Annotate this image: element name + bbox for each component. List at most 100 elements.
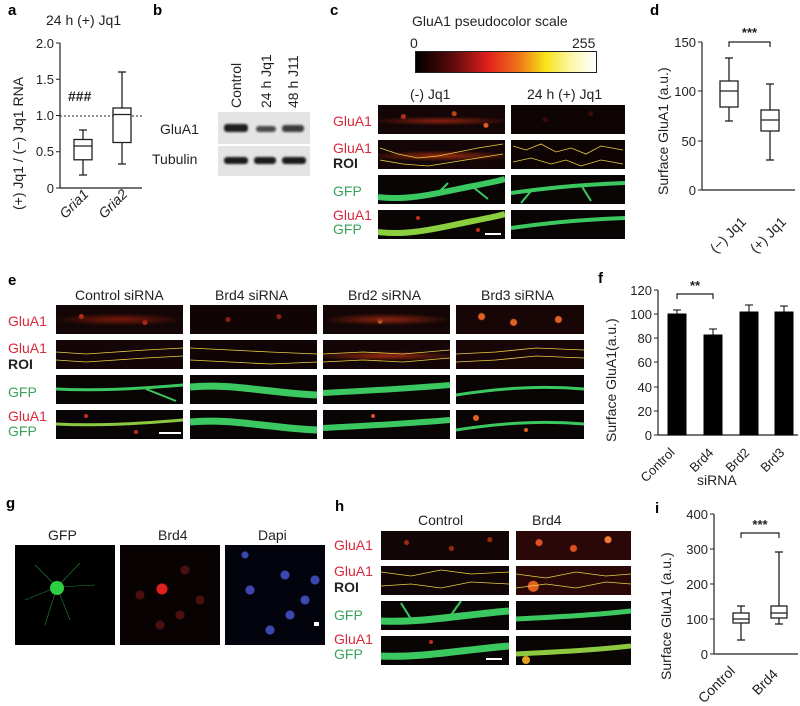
micrograph-c-gfp-minus xyxy=(378,175,505,204)
col-brd4: Brd4 xyxy=(532,512,562,528)
micrograph-e-brd4-merge xyxy=(190,410,317,439)
panel-d-ylabel: Surface GluA1 (a.u.) xyxy=(655,67,671,195)
row-label-gfp: GFP xyxy=(333,183,362,199)
micrograph-e-control-merge xyxy=(56,410,183,439)
col-gfp: GFP xyxy=(48,527,77,543)
row-label-glua1: GluA1 xyxy=(333,113,372,129)
scale-bar xyxy=(486,658,502,660)
svg-text:60: 60 xyxy=(638,355,652,370)
blot-row-tubulin: Tubulin xyxy=(152,151,198,167)
row-label-glua1: GluA1 xyxy=(333,207,372,223)
scale-max: 255 xyxy=(572,35,596,51)
micrograph-g-brd4 xyxy=(120,545,220,645)
svg-text:150: 150 xyxy=(674,35,696,50)
svg-text:0: 0 xyxy=(689,183,696,198)
significance-stars: *** xyxy=(742,25,758,40)
panel-a-label: a xyxy=(8,2,17,19)
bar-brd2 xyxy=(739,311,759,436)
category-brd2: Brd2 xyxy=(722,444,753,475)
col-dapi: Dapi xyxy=(258,527,287,543)
row-label-roi: ROI xyxy=(334,579,359,595)
svg-text:100: 100 xyxy=(686,612,708,627)
row-label-roi: ROI xyxy=(8,356,33,372)
col-brd4: Brd4 xyxy=(158,527,188,543)
panel-d-boxplot: 0 50 100 150 *** xyxy=(674,25,795,198)
category-brd4: Brd4 xyxy=(686,444,717,475)
col-control-sirna: Control siRNA xyxy=(75,287,164,303)
svg-text:300: 300 xyxy=(686,542,708,557)
micrograph-c-glua1-minus xyxy=(378,105,505,134)
micrograph-e-brd3-merge xyxy=(456,410,584,439)
category-plus-jq1: (+) Jq1 xyxy=(746,213,790,256)
col-brd2-sirna: Brd2 siRNA xyxy=(348,287,422,303)
micrograph-e-brd4-gfp xyxy=(190,375,317,404)
panel-a-boxplot: 0 0.5 1.0 1.5 2.0 ### xyxy=(36,38,142,196)
row-label-gfp: GFP xyxy=(8,423,37,439)
svg-text:0: 0 xyxy=(645,428,652,443)
significance-stars: ** xyxy=(690,278,701,293)
micrograph-e-brd2-merge xyxy=(323,410,450,439)
svg-text:80: 80 xyxy=(638,331,652,346)
y-tick: 2.0 xyxy=(36,38,54,51)
row-label-gfp: GFP xyxy=(8,384,37,400)
svg-text:0: 0 xyxy=(701,647,708,662)
box-gria2 xyxy=(112,71,132,165)
y-tick: 1.5 xyxy=(36,72,54,87)
micrograph-c-gfp-plus xyxy=(511,175,625,204)
lane-control: Control xyxy=(228,62,244,108)
row-label-gfp: GFP xyxy=(334,607,363,623)
micrograph-h-brd4-gfp xyxy=(516,601,631,630)
col-brd4-sirna: Brd4 siRNA xyxy=(215,287,289,303)
row-label-gfp: GFP xyxy=(334,646,363,662)
pseudocolor-scale-title: GluA1 pseudocolor scale xyxy=(412,13,568,29)
micrograph-e-control-roi xyxy=(56,340,183,369)
row-label-glua1: GluA1 xyxy=(8,408,47,424)
micrograph-h-control-roi xyxy=(381,566,509,595)
western-blot-tubulin xyxy=(218,146,310,176)
panel-b-label: b xyxy=(153,2,163,19)
box-minus-jq1 xyxy=(719,57,739,122)
panel-a-title: 24 h (+) Jq1 xyxy=(46,12,122,28)
box-plus-jq1 xyxy=(760,83,780,161)
panel-e-label: e xyxy=(8,272,17,289)
svg-text:200: 200 xyxy=(686,577,708,592)
micrograph-e-brd3-gfp xyxy=(456,375,584,404)
svg-text:100: 100 xyxy=(630,307,652,322)
panel-a-ylabel: (+) Jq1 / (−) Jq1 RNA xyxy=(10,76,26,210)
svg-text:100: 100 xyxy=(674,84,696,99)
category-control: Control xyxy=(694,662,738,706)
micrograph-e-control-gfp xyxy=(56,375,183,404)
panel-c-label: c xyxy=(330,2,339,19)
micrograph-c-glua1-plus xyxy=(511,105,625,134)
panel-i-ylabel: Surface GluA1 (a.u.) xyxy=(658,552,674,680)
col-control: Control xyxy=(418,512,464,528)
y-tick: 0 xyxy=(47,181,54,196)
svg-text:120: 120 xyxy=(630,283,652,298)
lane-48h-j11: 48 h J11 xyxy=(285,55,301,108)
pseudocolor-scale-bar xyxy=(415,51,597,73)
micrograph-c-merge-minus xyxy=(378,210,505,239)
svg-text:40: 40 xyxy=(638,380,652,395)
panel-h-label: h xyxy=(335,498,345,515)
row-label-glua1: GluA1 xyxy=(8,313,47,329)
micrograph-e-brd2-gfp xyxy=(323,375,450,404)
scale-min: 0 xyxy=(410,35,418,51)
micrograph-e-brd2-glua1 xyxy=(323,305,450,334)
row-label-roi: ROI xyxy=(333,155,358,171)
panel-d-label: d xyxy=(650,2,660,19)
panel-g-label: g xyxy=(6,495,16,512)
micrograph-c-roi-plus xyxy=(511,140,625,169)
micrograph-h-brd4-roi xyxy=(516,566,631,595)
box-control xyxy=(732,605,750,641)
scale-bar xyxy=(314,622,319,626)
bar-brd4 xyxy=(703,334,723,436)
micrograph-e-control-glua1 xyxy=(56,305,183,334)
col-brd3-sirna: Brd3 siRNA xyxy=(481,287,555,303)
micrograph-e-brd3-glua1 xyxy=(456,305,584,334)
row-label-glua1: GluA1 xyxy=(334,563,373,579)
category-brd3: Brd3 xyxy=(757,444,788,475)
micrograph-e-brd4-roi xyxy=(190,340,317,369)
significance-stars: *** xyxy=(752,517,768,532)
micrograph-h-control-merge xyxy=(381,636,509,665)
micrograph-g-gfp xyxy=(15,545,115,645)
